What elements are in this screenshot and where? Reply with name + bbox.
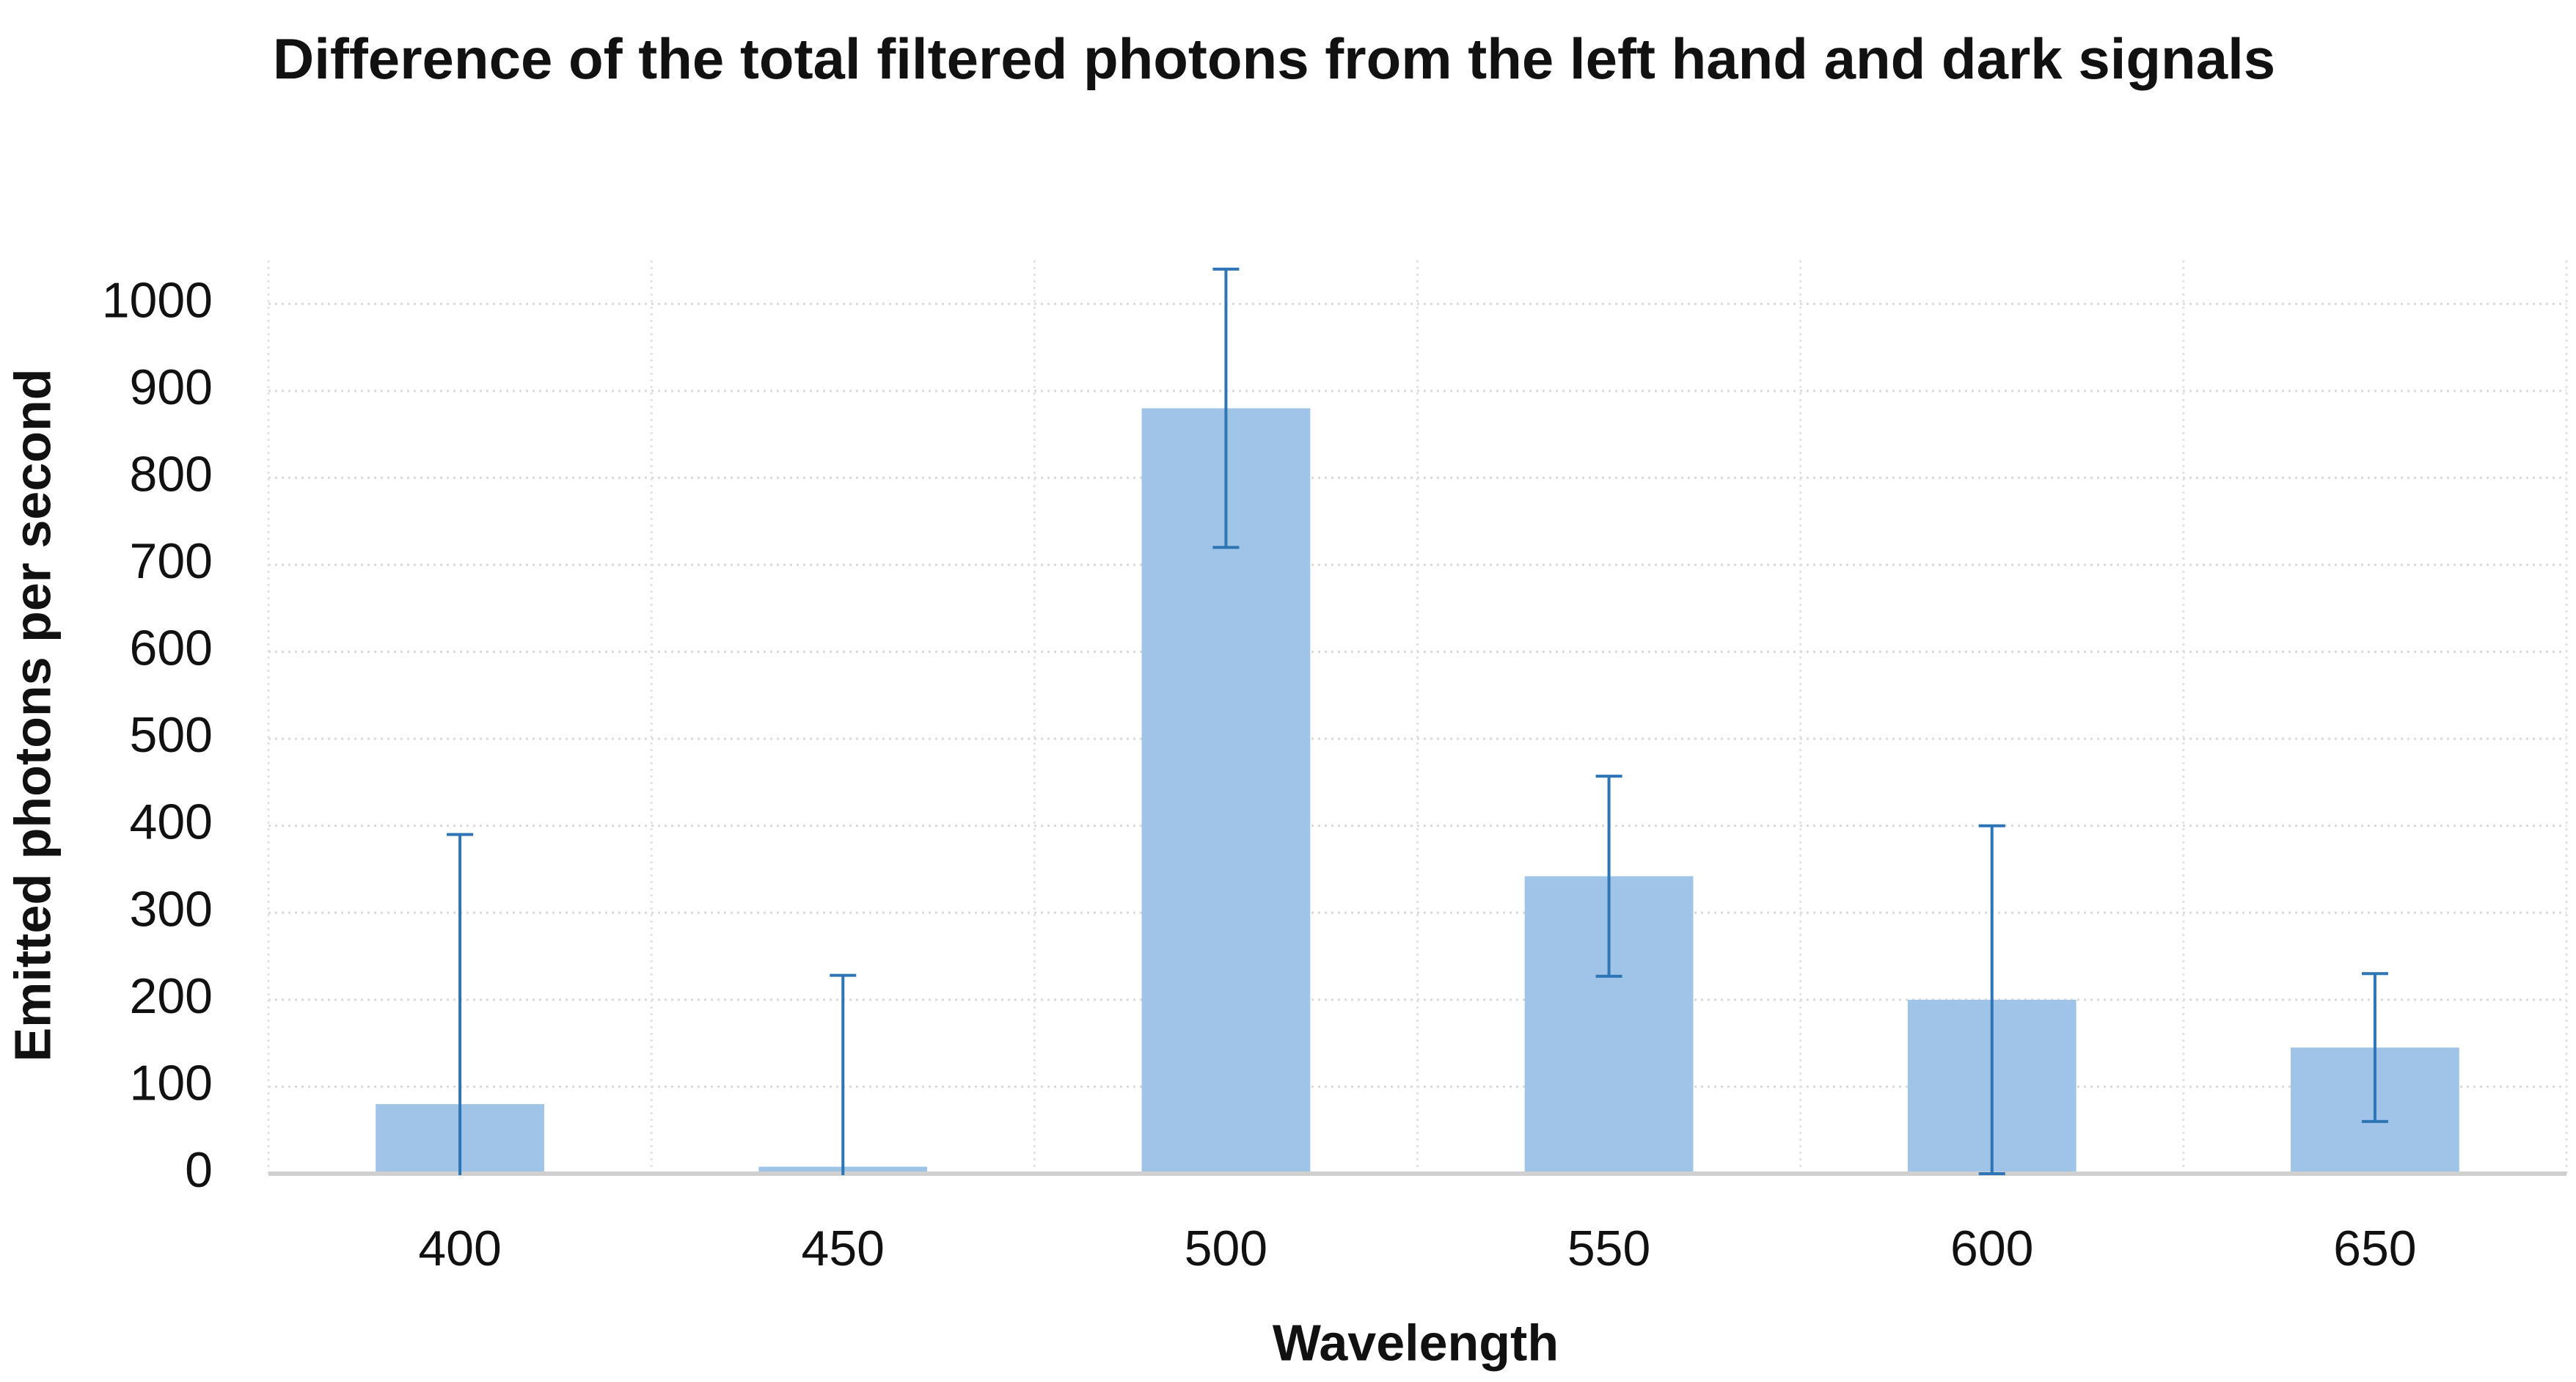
- y-tick-label: 700: [130, 533, 213, 589]
- chart-title: Difference of the total filtered photons…: [272, 26, 2276, 91]
- y-tick-label: 300: [130, 881, 213, 937]
- error-bar: [1978, 824, 2005, 1175]
- x-tick-label: 600: [1950, 1221, 2033, 1276]
- x-axis-title: Wavelength: [1273, 1314, 1559, 1371]
- error-bars: [447, 267, 2388, 1175]
- x-tick-label: 450: [802, 1221, 885, 1276]
- y-tick-label: 500: [130, 707, 213, 763]
- y-tick-label: 600: [130, 621, 213, 676]
- y-tick-label: 1000: [102, 272, 213, 328]
- error-bar: [1212, 267, 1240, 549]
- y-tick-label: 400: [130, 794, 213, 850]
- y-axis-title: Emitted photons per second: [4, 368, 61, 1061]
- error-bar: [447, 833, 474, 1175]
- x-tick-label: 650: [2333, 1221, 2416, 1276]
- error-bar: [1595, 775, 1622, 978]
- error-bar: [830, 973, 857, 1175]
- error-bar: [2361, 972, 2388, 1123]
- x-tick-label: 500: [1185, 1221, 1267, 1276]
- y-tick-label: 800: [130, 446, 213, 502]
- y-tick-label: 100: [130, 1055, 213, 1111]
- x-tick-label: 400: [418, 1221, 501, 1276]
- y-tick-label: 0: [185, 1142, 213, 1198]
- x-tick-label: 550: [1567, 1221, 1650, 1276]
- y-tick-label: 200: [130, 968, 213, 1024]
- y-tick-label: 900: [130, 359, 213, 415]
